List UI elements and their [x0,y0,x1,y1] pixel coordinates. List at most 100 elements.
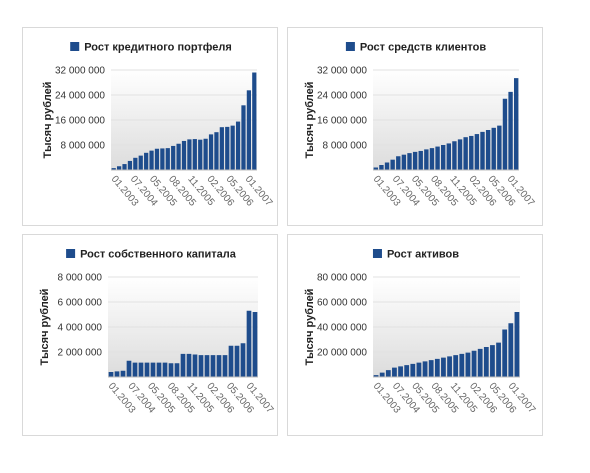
bar [390,159,395,170]
bar [447,356,452,377]
bar [111,168,116,170]
chart-panel-client-funds: Рост средств клиентов 8 000 000 16 000 000… [287,27,543,226]
bar [398,366,403,377]
bar [508,91,513,170]
y-tick-label: 2 000 000 [58,348,103,359]
bar [235,121,241,170]
bar [384,162,390,170]
bar [127,160,133,170]
bar [156,362,162,377]
bar [149,150,154,170]
bar [225,126,230,170]
bar [162,362,168,377]
bar [230,125,235,170]
bar [416,362,422,377]
bar [514,312,520,377]
bar [252,72,257,170]
bar [471,350,477,377]
bar [497,125,502,170]
bar [210,355,216,377]
bar [496,342,501,377]
bar [132,362,138,377]
bar [150,362,156,377]
y-tick-label: 80 000 000 [317,273,367,284]
bar [192,354,198,377]
chart-svg: Рост активов 20 000 000 40 000 000 60 000 0… [304,249,538,416]
bar [216,355,222,377]
bar [186,353,192,377]
bar [429,148,435,170]
bar [418,150,423,170]
bar [379,372,385,377]
bar [502,98,508,170]
bar [490,345,495,377]
bar [144,362,150,377]
bar [165,148,170,170]
bar [463,137,468,170]
bar [133,157,138,170]
bar [446,143,451,170]
y-tick-label: 60 000 000 [317,298,367,309]
bar [435,146,440,170]
chart-panel-assets: Рост активов 20 000 000 40 000 000 60 000 0… [287,234,543,436]
bar [120,370,126,377]
bar [392,367,397,377]
bar [459,353,465,377]
bar [434,358,440,377]
y-axis-label: Тысяч рублей [304,82,316,159]
y-tick-label: 8 000 000 [58,273,103,284]
bar [241,105,246,170]
legend-square-icon [66,249,76,258]
bar [404,365,410,377]
bar [222,355,228,377]
bar [181,140,187,170]
chart-svg: Рост собственного капитала 2 000 000 4 000… [39,249,276,416]
bar [180,353,186,377]
y-axis-label: Тысяч рублей [39,289,51,366]
bar [174,363,180,377]
bar [477,348,483,377]
chart-panel-equity: Рост собственного капитала 2 000 000 4 000… [22,234,278,436]
legend-square-icon [70,42,80,51]
legend-title: Рост собственного капитала [80,249,237,261]
bar [108,372,114,377]
bar [126,360,132,377]
bar [138,362,144,377]
bar [246,90,251,170]
y-tick-label: 40 000 000 [317,323,367,334]
bar [480,131,485,170]
bar [204,355,210,377]
chart-svg: Рост средств клиентов 8 000 000 16 000 000… [304,42,537,209]
bar [144,152,149,170]
legend-title: Рост кредитного портфеля [84,42,232,54]
y-tick-label: 20 000 000 [317,348,367,359]
bar [452,141,457,170]
bar [491,127,496,170]
bar [154,148,160,170]
bar [203,138,208,170]
bar [187,139,192,170]
bar [465,352,471,377]
y-tick-label: 4 000 000 [58,323,103,334]
bar [379,165,384,170]
bar [410,363,416,377]
y-axis-label: Тысяч рублей [42,82,54,159]
y-tick-label: 24 000 000 [317,91,367,102]
y-tick-label: 32 000 000 [317,66,367,77]
bar [176,143,181,170]
bar [483,347,489,377]
bar [246,310,252,377]
bar [240,343,246,377]
bar [401,154,407,170]
y-tick-label: 8 000 000 [61,141,106,152]
chart-panel-loan-portfolio: Рост кредитного портфеля 8 000 000 16 000 … [22,27,278,226]
bar [114,371,120,377]
bar [168,363,174,377]
bar [373,375,379,377]
bar [208,134,214,170]
bar [407,153,412,170]
bar [502,329,508,377]
bar [198,355,204,377]
bar [198,139,203,170]
bar [441,357,446,377]
